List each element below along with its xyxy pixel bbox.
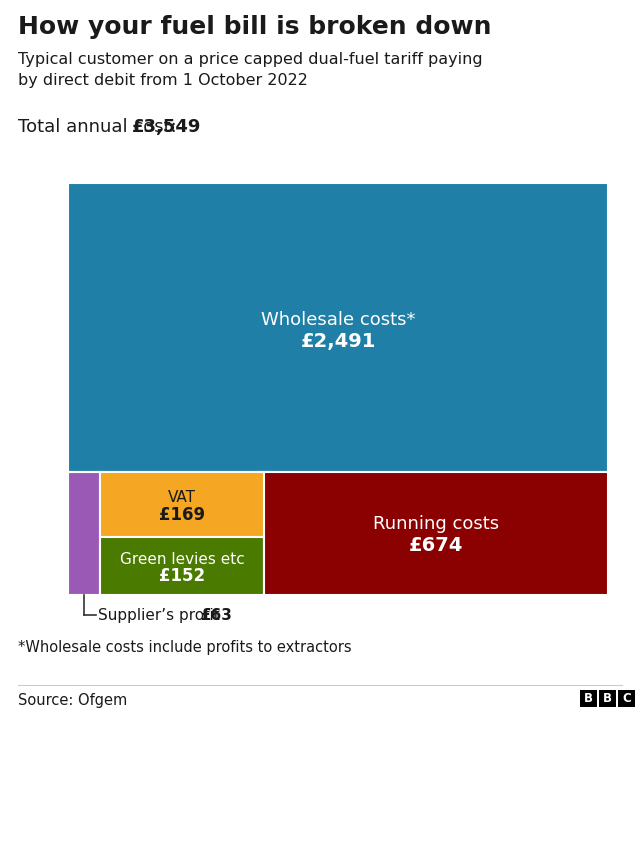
Text: £2,491: £2,491 xyxy=(300,332,376,351)
Text: B: B xyxy=(584,692,593,705)
Text: £674: £674 xyxy=(409,536,463,555)
Text: B: B xyxy=(603,692,612,705)
Text: £152: £152 xyxy=(159,567,205,585)
Text: *Wholesale costs include profits to extractors: *Wholesale costs include profits to extr… xyxy=(18,640,351,655)
Text: Green levies etc: Green levies etc xyxy=(120,552,244,567)
Text: VAT: VAT xyxy=(168,490,196,505)
Bar xyxy=(599,690,616,707)
Text: Total annual cost:: Total annual cost: xyxy=(18,118,182,136)
Text: Running costs: Running costs xyxy=(373,514,499,532)
Text: £169: £169 xyxy=(159,506,205,524)
Text: Typical customer on a price capped dual-fuel tariff paying
by direct debit from : Typical customer on a price capped dual-… xyxy=(18,52,483,88)
Text: C: C xyxy=(622,692,631,705)
Text: How your fuel bill is broken down: How your fuel bill is broken down xyxy=(18,15,492,39)
Text: Wholesale costs*: Wholesale costs* xyxy=(260,310,415,328)
Text: Source: Ofgem: Source: Ofgem xyxy=(18,693,127,708)
Bar xyxy=(68,183,608,472)
Bar xyxy=(580,690,597,707)
Bar xyxy=(618,690,635,707)
Bar xyxy=(100,472,264,537)
Bar xyxy=(264,472,608,595)
Text: £3,549: £3,549 xyxy=(132,118,202,136)
Bar xyxy=(100,537,264,595)
Text: Supplier’s profit: Supplier’s profit xyxy=(98,607,225,623)
Text: £63: £63 xyxy=(200,607,232,623)
Bar xyxy=(68,472,100,595)
